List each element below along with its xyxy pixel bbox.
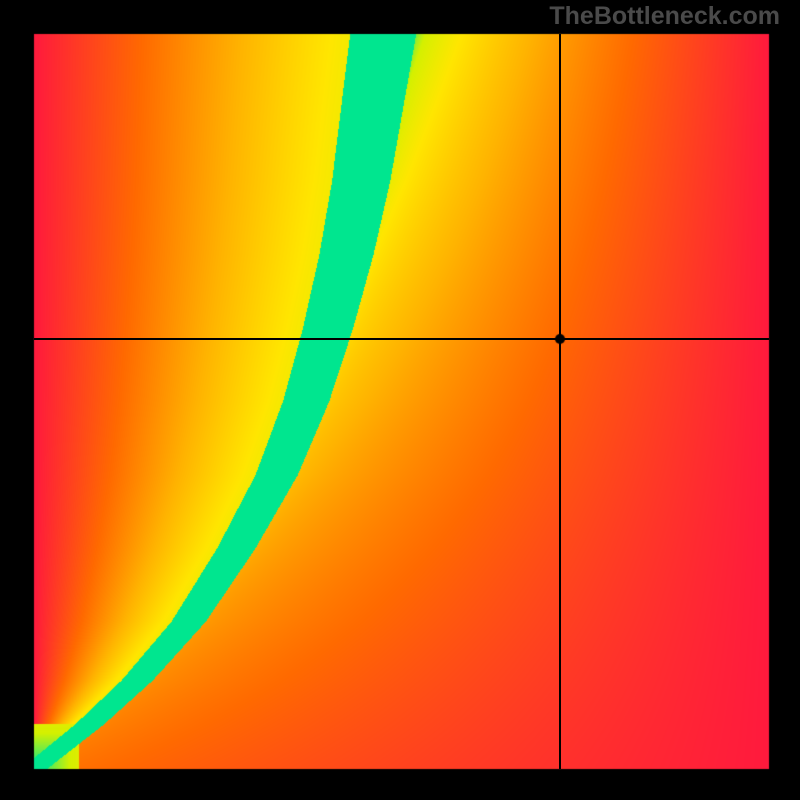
crosshair-dot [554, 333, 566, 345]
crosshair-horizontal-line [34, 338, 769, 340]
watermark-text: TheBottleneck.com [549, 2, 780, 31]
heatmap-canvas [0, 0, 800, 800]
chart-container: { "watermark": { "text": "TheBottleneck.… [0, 0, 800, 800]
crosshair-vertical-line [559, 34, 561, 769]
